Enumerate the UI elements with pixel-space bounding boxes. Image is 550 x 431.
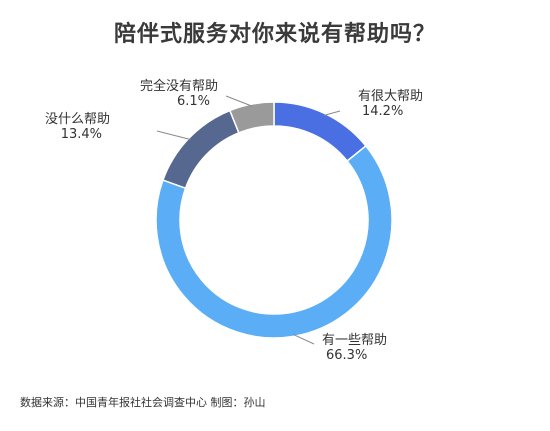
slice-2	[155, 144, 393, 339]
source-note: 数据来源：中国青年报社社会调查中心 制图：孙山	[20, 396, 266, 409]
slice-label-value-4: 6.1%	[177, 94, 210, 109]
leader-line-3	[156, 130, 191, 141]
slice-label-name-2: 有一些帮助	[322, 333, 387, 348]
leader-line-2	[293, 333, 315, 345]
slice-label-name-4: 完全没有帮助	[140, 78, 218, 94]
slice-label-name-3: 没什么帮助	[45, 112, 110, 127]
slice-label-value-3: 13.4%	[61, 127, 102, 142]
slice-label-value-2: 66.3%	[326, 348, 367, 363]
slices-group	[155, 101, 393, 339]
leader-line-4	[225, 95, 253, 107]
slice-4	[228, 101, 275, 134]
chart-title: 陪伴式服务对你来说有帮助吗？	[113, 22, 436, 47]
leader-line-1	[323, 110, 341, 116]
leader-lines	[156, 95, 341, 345]
slice-label-name-1: 有很大帮助	[358, 89, 423, 104]
slice-label-value-1: 14.2%	[362, 104, 403, 119]
slice-1	[273, 101, 367, 163]
slice-3	[162, 109, 240, 190]
